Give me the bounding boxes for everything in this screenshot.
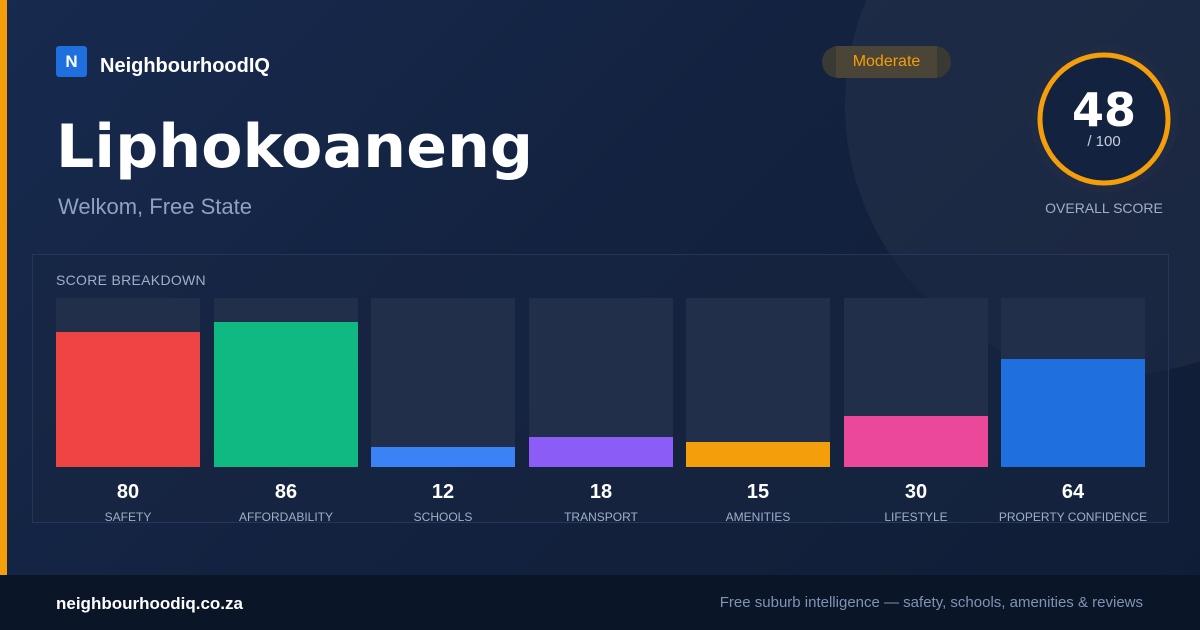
bar-value: 18: [589, 481, 613, 503]
overall-score-value: 48: [1071, 83, 1136, 137]
bar-label: SCHOOLS: [413, 510, 473, 524]
bar-fill: [56, 332, 200, 467]
bar-fill: [371, 447, 515, 467]
overall-score-label: OVERALL SCORE: [1045, 200, 1163, 216]
footer: neighbourhoodiq.co.za Free suburb intell…: [0, 575, 1200, 630]
bar-value: 64: [1061, 481, 1085, 503]
brand[interactable]: N NeighbourhoodIQ: [56, 46, 270, 77]
bar-label: SAFETY: [104, 510, 152, 524]
score-ring-graphic: [1030, 45, 1178, 193]
bar-value: 30: [904, 481, 928, 503]
bar-fill: [214, 322, 358, 467]
rating-badge-label: Moderate: [852, 53, 921, 70]
bar-label: TRANSPORT: [564, 510, 638, 524]
bar-label: AFFORDABILITY: [238, 510, 333, 524]
bar-value: 15: [746, 481, 770, 503]
bar-track: [214, 298, 358, 467]
overall-score-ring: 48 / 100: [1028, 43, 1180, 195]
bar-fill: [686, 442, 830, 467]
score-breakdown-panel: SCORE BREAKDOWN 80 SAFETY 86 AFFORDABILITY 1…: [32, 254, 1169, 524]
bar-track: [56, 298, 200, 467]
accent-stripe: [0, 0, 7, 575]
brand-logo-icon: N: [56, 46, 87, 77]
bar-track: [529, 298, 673, 467]
bar-track: [686, 298, 830, 467]
bar-label: AMENITIES: [725, 510, 791, 524]
bar-track: [371, 298, 515, 467]
bar-track: [1001, 298, 1145, 467]
bar-value: 86: [274, 481, 298, 503]
brand-name: NeighbourhoodIQ: [100, 55, 270, 77]
bar-fill: [1001, 359, 1145, 467]
suburb-location: Welkom, Free State: [58, 194, 252, 219]
footer-tagline: Free suburb intelligence — safety, schoo…: [719, 594, 1143, 611]
breakdown-title: SCORE BREAKDOWN: [56, 272, 206, 288]
bar-label: PROPERTY CONFIDENCE: [998, 510, 1148, 524]
footer-domain-link[interactable]: neighbourhoodiq.co.za: [56, 594, 243, 613]
bar-value: 80: [116, 481, 140, 503]
bar-track: [844, 298, 988, 467]
bar-fill: [844, 416, 988, 467]
rating-badge: Moderate: [822, 46, 951, 78]
bar-value: 12: [431, 481, 455, 503]
overall-score-max: / 100: [1087, 133, 1121, 150]
bar-label: LIFESTYLE: [884, 510, 948, 524]
suburb-title: Liphokoaneng: [56, 112, 534, 182]
bar-fill: [529, 437, 673, 467]
